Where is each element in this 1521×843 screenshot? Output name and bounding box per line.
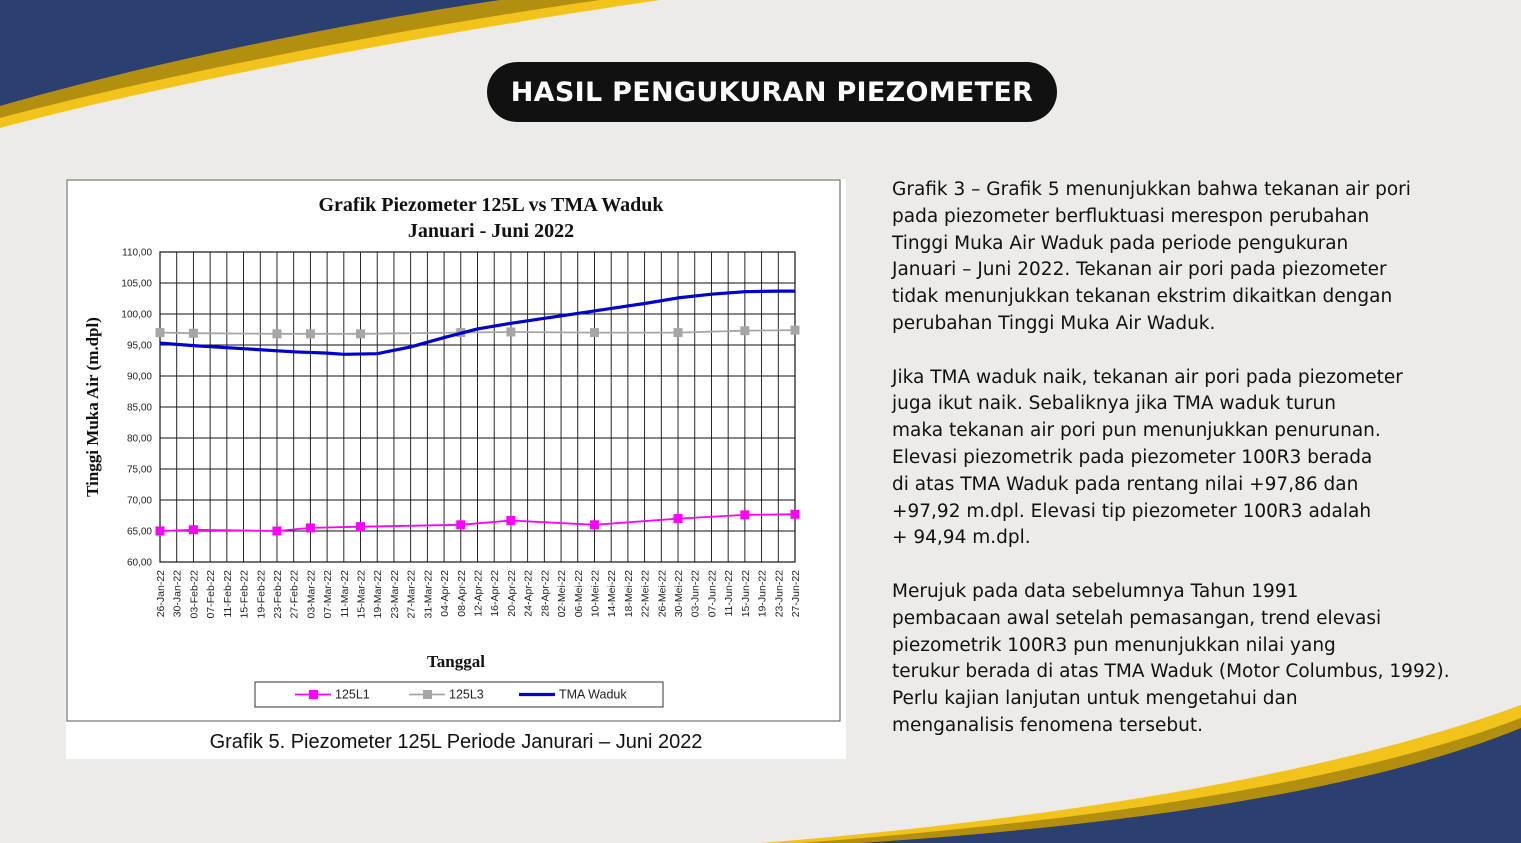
legend-swatch-marker (309, 690, 318, 699)
paragraph-3: Merujuk pada data sebelumnya Tahun 1991 … (892, 580, 1450, 736)
data-point-125l3 (589, 328, 599, 338)
data-point-125l1 (740, 510, 750, 520)
data-point-125l3 (155, 328, 165, 338)
data-point-125l1 (589, 520, 599, 530)
series-layer (155, 289, 800, 536)
x-tick-label: 30-Mei-22 (673, 570, 685, 617)
x-axis-label: Tanggal (427, 652, 485, 671)
x-tick-label: 10-Mei-22 (589, 570, 601, 617)
x-tick-label: 23-Feb-22 (272, 570, 284, 619)
legend: 125L1 125L3 TMA Waduk (254, 681, 664, 708)
data-point-125l1 (506, 515, 516, 525)
grid-layer (159, 251, 796, 563)
data-point-125l3 (272, 329, 282, 339)
chart-caption: Grafik 5. Piezometer 125L Periode Janura… (209, 731, 703, 753)
x-tick-label: 23-Mar-22 (389, 570, 401, 619)
y-tick-label: 85,00 (127, 403, 152, 414)
x-tick-label: 11-Feb-22 (222, 570, 234, 618)
x-tick-label: 15-Feb-22 (239, 570, 251, 619)
x-tick-label: 11-Mar-22 (339, 570, 351, 618)
x-tick-label: 31-Mar-22 (422, 570, 434, 619)
tick-label-layer: 60,00 65,00 70,00 75,00 80,00 85,00 90,00 95,00… (121, 248, 802, 619)
x-tick-label: 26-Mei-22 (656, 570, 668, 617)
y-tick-label: 65,00 (127, 527, 152, 538)
y-tick-label: 70,00 (127, 496, 152, 507)
legend-label: TMA Waduk (559, 688, 627, 702)
data-point-125l1 (356, 522, 366, 532)
legend-box (254, 681, 664, 708)
data-point-125l1 (155, 526, 165, 536)
x-tick-label: 30-Jan-22 (172, 570, 184, 617)
y-tick-label: 95,00 (127, 341, 152, 352)
x-tick-label: 03-Feb-22 (188, 570, 200, 619)
x-tick-label: 22-Mei-22 (640, 570, 652, 617)
x-tick-label: 18-Mei-22 (623, 570, 635, 617)
x-tick-label: 06-Mei-22 (573, 570, 585, 617)
x-tick-label: 07-Mar-22 (322, 570, 334, 619)
x-tick-label: 07-Jun-22 (706, 570, 718, 617)
x-tick-label: 19-Mar-22 (372, 570, 384, 619)
data-point-125l1 (188, 525, 198, 535)
x-tick-label: 16-Apr-22 (489, 570, 501, 617)
paragraph-1: Grafik 3 – Grafik 5 menunjukkan bahwa te… (892, 179, 1411, 334)
data-point-125l1 (790, 509, 800, 519)
data-point-125l3 (305, 329, 315, 339)
y-tick-label: 80,00 (127, 434, 152, 445)
data-point-125l1 (272, 526, 282, 536)
bottom-right-navy-band (860, 728, 1521, 843)
x-tick-label: 07-Feb-22 (205, 570, 217, 619)
y-tick-label: 110,00 (122, 248, 152, 259)
x-tick-label: 02-Mei-22 (556, 570, 568, 617)
y-tick-label: 60,00 (127, 558, 152, 569)
x-tick-label: 14-Mei-22 (606, 570, 618, 617)
series-line-tma-waduk (159, 289, 795, 356)
x-tick-label: 19-Feb-22 (255, 570, 267, 619)
x-tick-label: 15-Jun-22 (740, 570, 752, 617)
x-tick-label: 20-Apr-22 (506, 570, 518, 617)
x-tick-label: 28-Apr-22 (539, 570, 551, 617)
x-tick-label: 23-Jun-22 (773, 570, 785, 617)
x-tick-label: 15-Mar-22 (356, 570, 368, 619)
y-tick-label: 105,00 (121, 279, 152, 290)
x-tick-label: 03-Jun-22 (690, 570, 702, 617)
legend-swatch-marker (423, 690, 432, 699)
x-tick-label: 24-Apr-22 (523, 570, 535, 617)
x-tick-label: 27-Mar-22 (406, 570, 418, 619)
x-tick-label: 26-Jan-22 (155, 570, 167, 617)
piezometer-chart: Grafik Piezometer 125L vs TMA Waduk Janu… (66, 179, 841, 722)
data-point-125l3 (673, 328, 683, 338)
x-tick-label: 12-Apr-22 (473, 570, 485, 617)
data-point-125l1 (305, 523, 315, 533)
legend-label: 125L3 (449, 688, 484, 702)
data-point-125l3 (188, 328, 198, 338)
chart-panel: Grafik Piezometer 125L vs TMA Waduk Janu… (66, 179, 846, 759)
data-point-125l3 (506, 327, 516, 337)
top-left-navy-band (0, 0, 500, 106)
data-point-125l3 (356, 329, 366, 339)
x-tick-label: 27-Jun-22 (790, 570, 802, 617)
x-tick-label: 19-Jun-22 (757, 570, 769, 617)
data-point-125l1 (456, 520, 466, 530)
description-text: Grafik 3 – Grafik 5 menunjukkan bahwa te… (892, 177, 1492, 767)
legend-label: 125L1 (335, 688, 370, 702)
y-tick-label: 75,00 (127, 465, 152, 476)
x-tick-label: 03-Mar-22 (305, 570, 317, 619)
chart-title: Grafik Piezometer 125L vs TMA Waduk (318, 194, 664, 216)
data-point-125l3 (790, 325, 800, 335)
y-tick-label: 100,00 (121, 310, 152, 321)
y-axis-label: Tinggi Muka Air (m.dpl) (83, 317, 102, 497)
x-tick-label: 04-Apr-22 (439, 570, 451, 617)
data-point-125l1 (673, 514, 683, 524)
x-tick-label: 27-Feb-22 (289, 570, 301, 619)
chart-subtitle: Januari - Juni 2022 (408, 220, 574, 242)
page-title: HASIL PENGUKURAN PIEZOMETER (487, 62, 1057, 122)
paragraph-2: Jika TMA waduk naik, tekanan air pori pa… (892, 366, 1403, 549)
x-tick-label: 11-Jun-22 (723, 570, 735, 617)
y-tick-label: 90,00 (127, 372, 152, 383)
data-point-125l3 (740, 326, 750, 336)
x-tick-label: 08-Apr-22 (456, 570, 468, 617)
